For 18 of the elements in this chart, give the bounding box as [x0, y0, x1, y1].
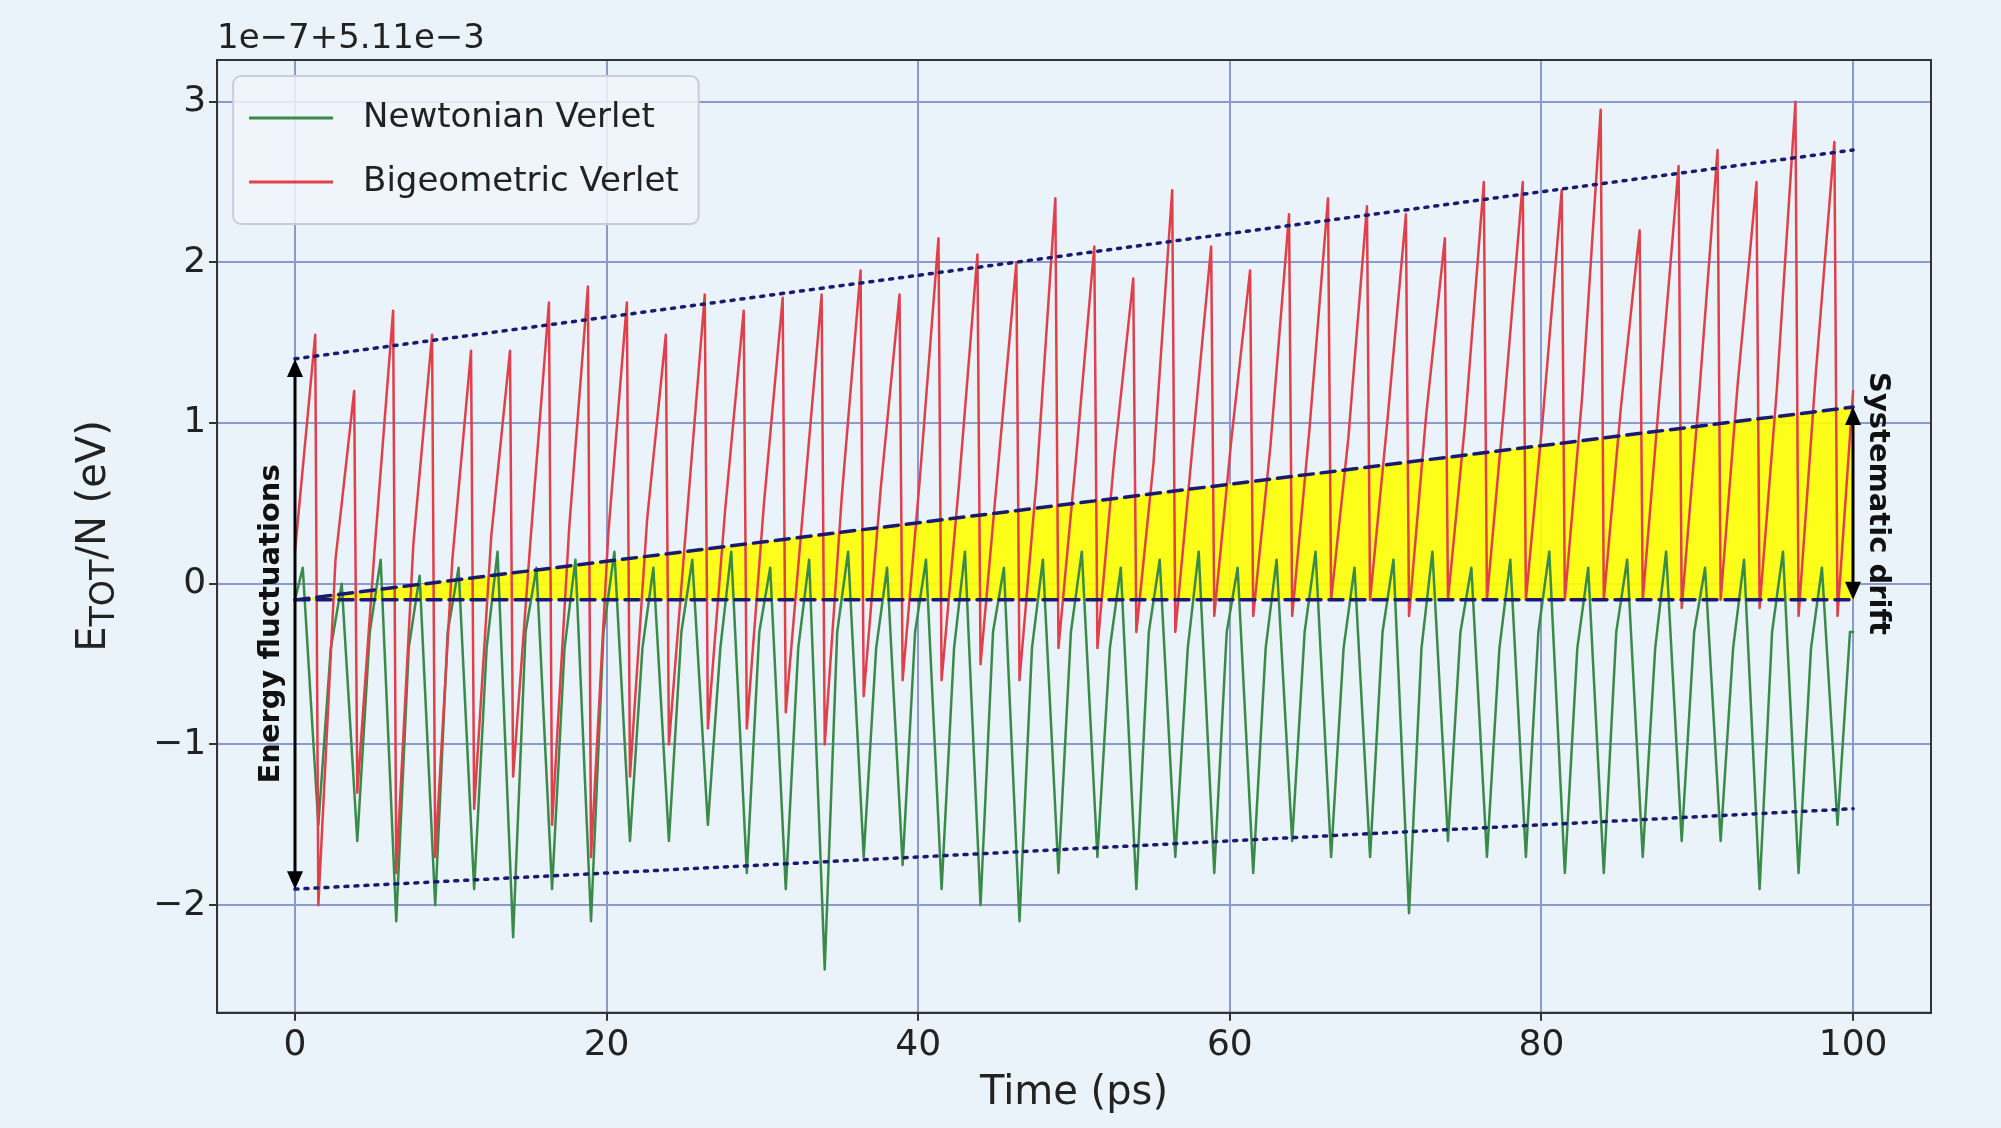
y-tick-label: −1 [152, 720, 207, 762]
text: 1e−7+5.11e−3 [217, 15, 485, 56]
x-tick-label: 100 [1818, 1021, 1888, 1063]
y-tick-label: −2 [152, 881, 207, 923]
x-tick-label: 20 [583, 1021, 630, 1063]
y-tick-label: 0 [183, 560, 207, 602]
y-tick-label: 3 [183, 78, 207, 120]
x-tick-label: 40 [895, 1021, 942, 1063]
y-tick-label: 1 [183, 399, 207, 441]
annotation: Energy fluctuations [251, 464, 286, 784]
y-tick-label: 2 [183, 238, 207, 280]
legend-label: Bigeometric Verlet [363, 158, 679, 199]
x-tick-label: 80 [1518, 1021, 1565, 1063]
x-tick-label: 60 [1206, 1021, 1253, 1063]
annotation: Systematic drift [1862, 371, 1897, 636]
x-axis-title: Time (ps) [979, 1067, 1169, 1114]
x-tick-label: 0 [283, 1021, 307, 1063]
legend-label: Newtonian Verlet [363, 94, 655, 135]
